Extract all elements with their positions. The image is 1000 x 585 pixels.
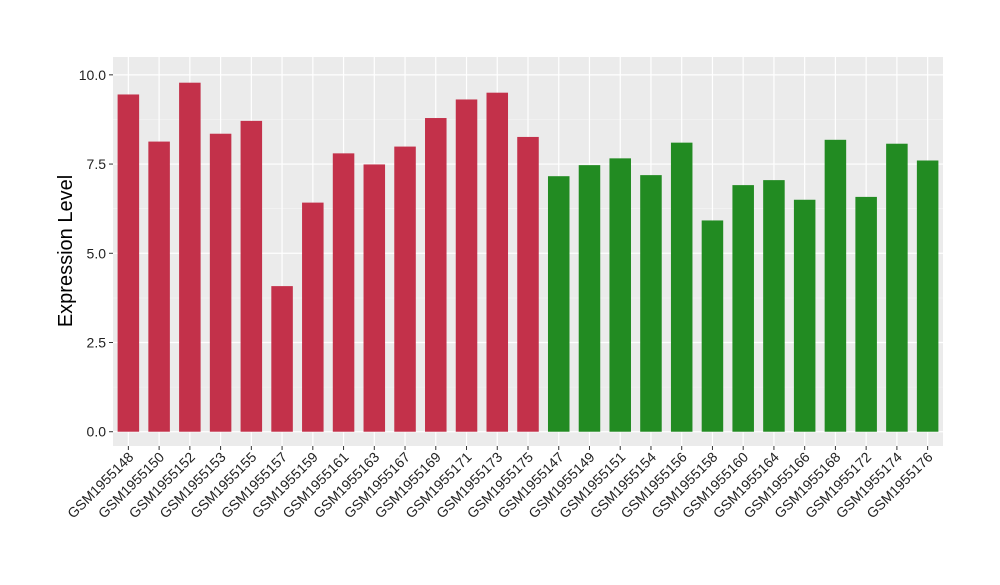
y-tick-label: 7.5 [87,156,107,172]
y-tick-label: 10.0 [79,67,106,83]
y-tick-label: 0.0 [87,424,107,440]
bar-GSM1955157 [271,286,293,432]
bar-GSM1955168 [824,139,847,432]
bar-GSM1955171 [455,99,478,432]
bar-GSM1955159 [302,202,324,432]
bar-GSM1955155 [240,120,263,432]
bar-GSM1955174 [886,143,908,432]
bar-GSM1955156 [670,142,693,432]
bar-GSM1955161 [332,153,355,432]
bar-GSM1955173 [486,92,509,432]
bar-GSM1955158 [701,220,724,432]
bar-GSM1955148 [117,94,140,432]
bar-GSM1955166 [793,199,816,432]
bar-GSM1955169 [425,118,447,432]
bar-GSM1955175 [517,136,539,432]
y-tick-label: 2.5 [87,335,107,351]
bar-GSM1955160 [732,185,754,432]
bar-GSM1955152 [179,82,201,432]
bar-GSM1955150 [148,141,170,432]
bar-GSM1955172 [855,196,877,432]
bar-GSM1955164 [763,180,785,432]
bar-GSM1955151 [609,158,631,432]
bar-GSM1955149 [578,165,601,432]
bar-GSM1955147 [547,176,570,432]
bar-GSM1955167 [394,146,416,432]
bar-GSM1955153 [209,133,232,432]
y-tick-label: 5.0 [87,245,107,261]
bar-GSM1955176 [916,160,939,432]
bar-GSM1955163 [363,164,386,432]
bar-GSM1955154 [640,175,662,432]
y-axis-label: Expression Level [55,175,77,327]
